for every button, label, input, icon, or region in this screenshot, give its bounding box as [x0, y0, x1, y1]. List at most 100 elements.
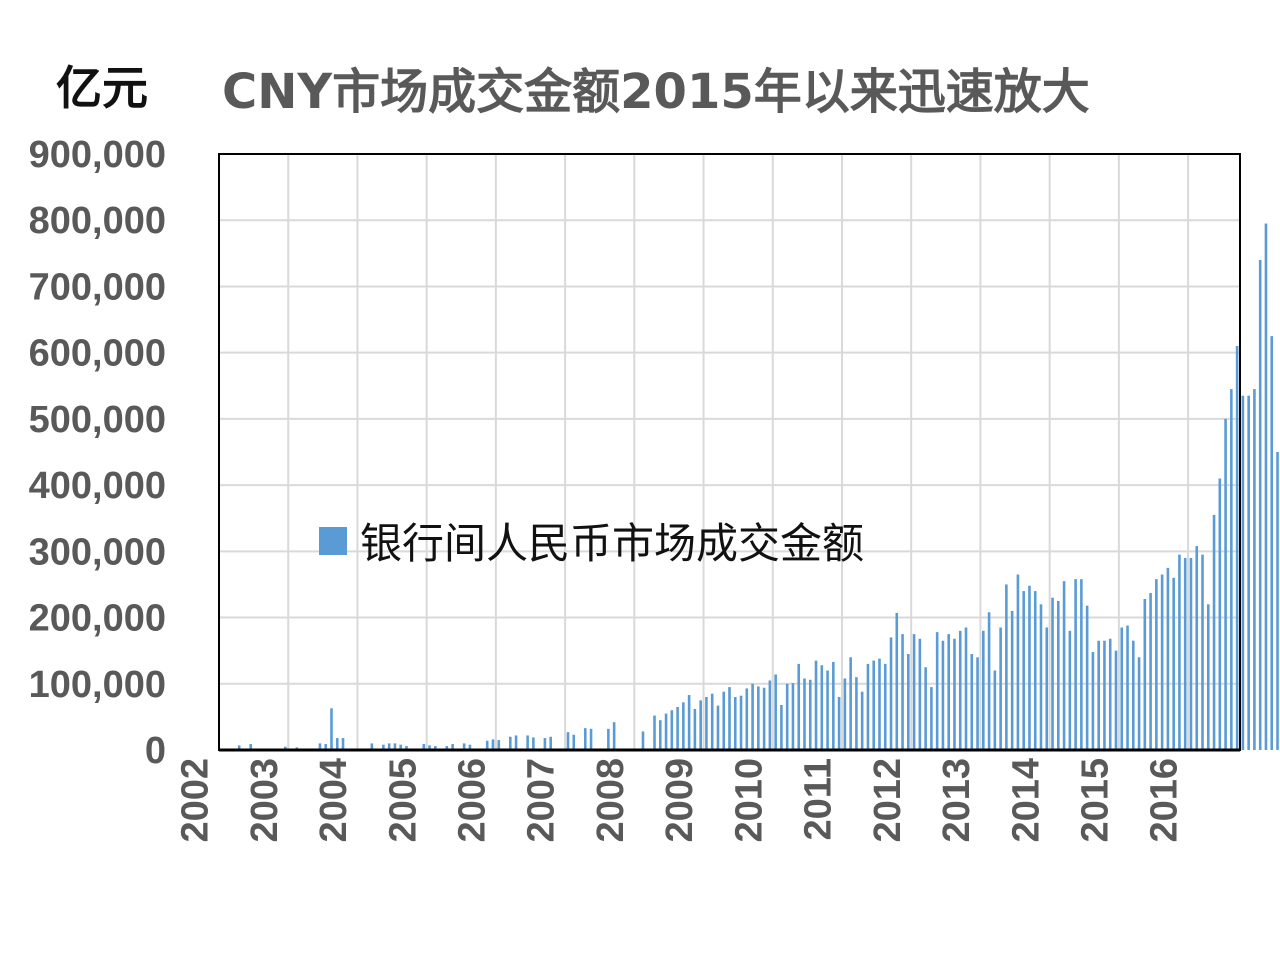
- bar: [1224, 418, 1227, 750]
- bar: [860, 691, 864, 750]
- x-tick-label: 2014: [1005, 758, 1047, 843]
- y-tick-label: 400,000: [29, 465, 166, 507]
- bar: [941, 640, 945, 750]
- bar: [462, 743, 466, 750]
- bar: [693, 708, 697, 750]
- y-tick-label: 200,000: [29, 598, 166, 640]
- x-tick-label: 2005: [382, 758, 424, 843]
- bar: [1235, 346, 1239, 750]
- bar: [1258, 259, 1262, 750]
- bar: [1108, 638, 1112, 750]
- bar: [1103, 640, 1106, 750]
- bar: [566, 732, 570, 750]
- x-tick-label: 2002: [175, 758, 217, 843]
- bar: [716, 705, 720, 750]
- bar: [1212, 514, 1216, 750]
- bar-series: [237, 223, 1279, 750]
- bar: [849, 657, 852, 750]
- legend-label: 银行间人民币市场成交金额: [360, 519, 864, 568]
- bar: [820, 665, 824, 750]
- bar: [797, 663, 801, 750]
- x-tick-label: 2009: [659, 758, 701, 843]
- bar: [1045, 627, 1049, 750]
- bar: [1085, 605, 1089, 750]
- x-tick-label: 2011: [798, 758, 840, 840]
- bar: [785, 683, 789, 750]
- bar: [572, 734, 576, 750]
- bar: [1183, 557, 1187, 750]
- bar: [1155, 579, 1158, 750]
- bar: [335, 738, 339, 750]
- bar: [405, 746, 408, 750]
- bar: [912, 634, 916, 750]
- x-tick-label: 2013: [936, 758, 978, 843]
- bar: [1126, 625, 1129, 750]
- bar: [1068, 630, 1072, 750]
- x-tick-label: 2012: [867, 758, 909, 843]
- y-tick-label: 700,000: [29, 266, 166, 308]
- bar: [341, 738, 345, 750]
- bar: [1241, 395, 1245, 750]
- bar: [1218, 478, 1222, 750]
- bar: [791, 683, 795, 750]
- bar: [947, 634, 950, 750]
- y-tick-label: 900,000: [29, 134, 166, 176]
- x-tick-label: 2010: [728, 758, 770, 843]
- bar: [1178, 554, 1181, 750]
- bar: [1149, 593, 1152, 750]
- bar: [451, 744, 454, 750]
- bar: [1022, 591, 1025, 750]
- chart-title: CNY市场成交金额2015年以来迅速放大: [222, 64, 1090, 120]
- bar: [1131, 640, 1135, 750]
- x-tick-labels: 2002 2003 2004 2005 2006 2007 2008 2009 2010 2011…: [175, 758, 1186, 843]
- bar: [1051, 597, 1054, 750]
- bar: [1143, 599, 1147, 750]
- bar: [399, 744, 403, 750]
- bar: [826, 670, 829, 750]
- bar: [1016, 574, 1020, 750]
- bar: [318, 743, 322, 750]
- bar: [589, 728, 593, 750]
- bar: [739, 695, 743, 750]
- bar: [687, 695, 691, 750]
- legend: 银行间人民币市场成交金额: [319, 519, 864, 568]
- bar: [543, 738, 547, 750]
- bar: [780, 704, 783, 750]
- bar: [387, 743, 391, 750]
- bar: [330, 708, 333, 750]
- bar: [532, 737, 535, 750]
- bar: [382, 744, 385, 750]
- bar: [872, 660, 876, 750]
- bar: [935, 632, 939, 750]
- bar: [370, 743, 374, 750]
- bar: [883, 663, 887, 750]
- bar: [1264, 223, 1268, 750]
- bar: [1097, 640, 1100, 750]
- bar: [428, 745, 431, 750]
- bar: [907, 653, 910, 750]
- bar: [485, 740, 489, 750]
- bar: [1080, 579, 1083, 750]
- bar: [1253, 389, 1256, 750]
- bar: [1206, 604, 1210, 750]
- x-tick-label: 2004: [313, 758, 355, 843]
- bar: [1166, 567, 1170, 750]
- x-tick-label: 2015: [1074, 758, 1116, 843]
- x-tick-label: 2008: [590, 758, 632, 843]
- bar: [1057, 601, 1060, 750]
- bar: [670, 710, 674, 750]
- x-tick-label: 2016: [1144, 758, 1186, 843]
- bar: [434, 746, 437, 750]
- bar: [1091, 651, 1095, 750]
- bar: [612, 722, 616, 750]
- bar: [1201, 554, 1204, 750]
- bar: [964, 627, 968, 750]
- bar: [549, 736, 552, 750]
- bar: [1230, 389, 1233, 750]
- bar: [509, 736, 512, 750]
- y-tick-label: 0: [145, 730, 166, 772]
- bar: [653, 715, 656, 750]
- bar: [237, 745, 241, 750]
